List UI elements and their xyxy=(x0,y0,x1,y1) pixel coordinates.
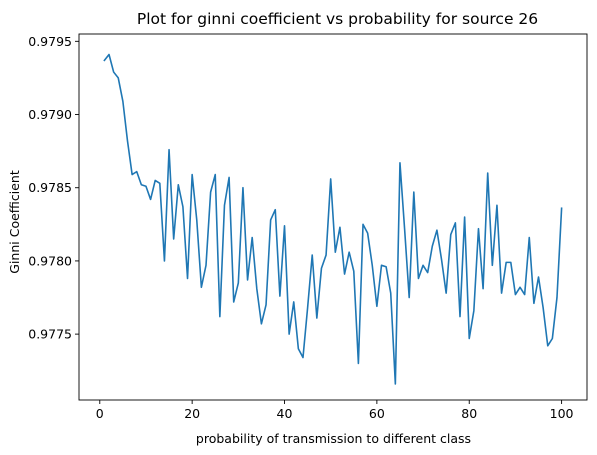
x-axis: 0 20 40 60 80 100 xyxy=(96,400,574,421)
y-tick-label: 0.9790 xyxy=(28,107,72,122)
plot-area xyxy=(103,53,563,385)
x-axis-label: probability of transmission to different… xyxy=(196,431,471,446)
x-tick-label: 40 xyxy=(277,406,293,421)
y-tick-label: 0.9775 xyxy=(28,327,72,342)
x-tick-label: 20 xyxy=(184,406,200,421)
x-tick-label: 80 xyxy=(461,406,477,421)
y-tick-label: 0.9785 xyxy=(28,180,72,195)
x-tick-label: 60 xyxy=(369,406,385,421)
y-tick-label: 0.9780 xyxy=(28,253,72,268)
x-tick-label: 0 xyxy=(96,406,104,421)
y-tick-label: 0.9795 xyxy=(28,34,72,49)
x-tick-label: 100 xyxy=(550,406,574,421)
plot-frame xyxy=(78,33,588,401)
y-axis-label: Ginni Coefficient xyxy=(7,170,22,274)
y-axis: 0.9775 0.9780 0.9785 0.9790 0.9795 xyxy=(28,34,79,342)
series-line-0 xyxy=(103,53,563,385)
chart-title: Plot for ginni coefficient vs probabilit… xyxy=(137,10,538,28)
